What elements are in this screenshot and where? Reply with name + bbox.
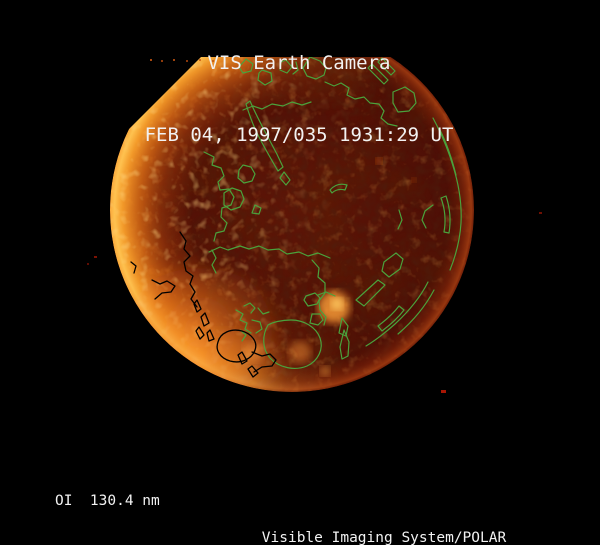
noise-speck xyxy=(161,60,163,62)
coastline-path xyxy=(242,101,312,111)
coastline-path xyxy=(381,252,404,278)
coastline-path xyxy=(206,329,215,342)
coastline-path xyxy=(324,81,398,127)
coastline-path xyxy=(200,312,210,327)
coastline-path xyxy=(208,245,331,259)
noise-speck xyxy=(441,390,446,393)
coastline-path xyxy=(247,365,259,378)
coastline-path xyxy=(223,187,245,211)
coastline-path xyxy=(397,289,435,335)
noise-speck xyxy=(199,59,201,61)
coastline-path xyxy=(377,305,405,332)
coastline-path xyxy=(329,183,348,194)
coastline-path xyxy=(392,86,417,113)
coastline-path xyxy=(279,59,293,74)
coastline-path xyxy=(439,129,457,176)
airglow-bright-spot xyxy=(310,128,316,134)
coastline-path xyxy=(245,100,284,172)
coastline-path xyxy=(355,279,386,307)
coastline-path xyxy=(203,151,235,242)
coastline-path xyxy=(303,292,321,307)
coastline-path xyxy=(243,302,256,314)
coastline-path xyxy=(263,319,322,369)
image-timestamp: FEB 04, 1997/035 1931:29 UT xyxy=(144,124,454,146)
coastline-path xyxy=(238,58,254,74)
coastline-path xyxy=(292,61,299,75)
coastline-path xyxy=(251,351,277,373)
coastline-path xyxy=(367,63,389,85)
coastline-path xyxy=(440,195,451,234)
noise-speck xyxy=(539,212,542,214)
image-title: VIS Earth Camera xyxy=(207,52,391,74)
coastline-path xyxy=(257,69,273,86)
airglow-bright-spot xyxy=(320,366,330,376)
title-block: VIS Earth Camera FEB 04, 1997/035 1931:2… xyxy=(145,3,454,195)
airglow-bright-spot xyxy=(289,341,311,363)
noise-speck xyxy=(150,59,152,61)
coastline-path xyxy=(151,279,176,300)
coastline-path xyxy=(279,171,291,186)
sensor-corner-cut xyxy=(0,0,258,258)
coastline-path xyxy=(193,299,202,313)
coastline-path xyxy=(130,261,137,274)
noise-speck xyxy=(212,60,214,62)
coastline-path xyxy=(251,319,263,334)
noise-speck xyxy=(87,263,89,265)
coastline-path xyxy=(397,209,403,230)
coastline-path xyxy=(179,231,198,308)
airglow-bright-spot xyxy=(376,158,382,164)
airglow-bright-spot xyxy=(331,298,343,310)
coastline-path xyxy=(237,351,248,365)
wavelength-label: OI 130.4 nm xyxy=(55,493,160,509)
noise-speck xyxy=(94,256,97,258)
bright-spots xyxy=(243,128,417,376)
coastline-path xyxy=(211,249,217,274)
coastline-path xyxy=(317,291,336,297)
coastline-path xyxy=(251,204,262,215)
coastline-path xyxy=(195,326,205,340)
coastline-path xyxy=(365,281,429,347)
coastline-path xyxy=(302,56,327,80)
coastline-path xyxy=(216,329,257,363)
noise-speck xyxy=(186,60,188,62)
credit-line-1: Visible Imaging System/POLAR xyxy=(261,530,507,545)
coastline-path xyxy=(257,307,270,315)
airglow-bright-spot xyxy=(411,177,417,183)
coastline-path xyxy=(237,164,256,184)
credit-block: Visible Imaging System/POLAR The Univers… xyxy=(244,488,523,545)
coastline-path xyxy=(432,117,462,271)
coastline-path xyxy=(377,57,396,76)
coastline-path xyxy=(421,204,434,229)
coastline-path xyxy=(309,313,324,326)
noise-speck xyxy=(173,59,175,61)
coastline-path xyxy=(235,309,252,334)
coastline-overlay-green xyxy=(203,56,462,369)
noise-specks xyxy=(87,59,542,393)
coastline-path xyxy=(339,329,350,360)
